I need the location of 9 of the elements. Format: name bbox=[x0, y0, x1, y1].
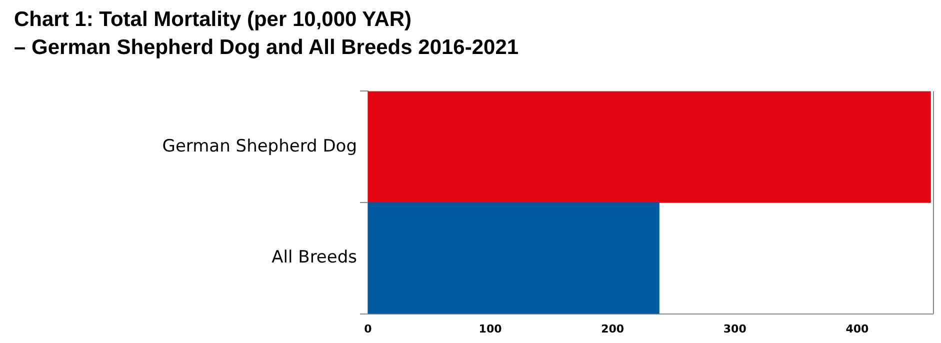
y-tick-label: German Shepherd Dog bbox=[162, 136, 357, 156]
x-tick-label: 0 bbox=[364, 322, 372, 336]
x-tick-label: 300 bbox=[723, 322, 747, 336]
x-tick-label: 200 bbox=[601, 322, 624, 336]
x-tick-label: 400 bbox=[846, 322, 869, 336]
x-tick-label: 100 bbox=[478, 322, 502, 336]
chart-subtitle: – German Shepherd Dog and All Breeds 2016-2021 bbox=[14, 36, 519, 60]
y-tick-label: All Breeds bbox=[272, 248, 358, 268]
chart-title: Chart 1: Total Mortality (per 10,000 YAR) bbox=[14, 8, 412, 32]
